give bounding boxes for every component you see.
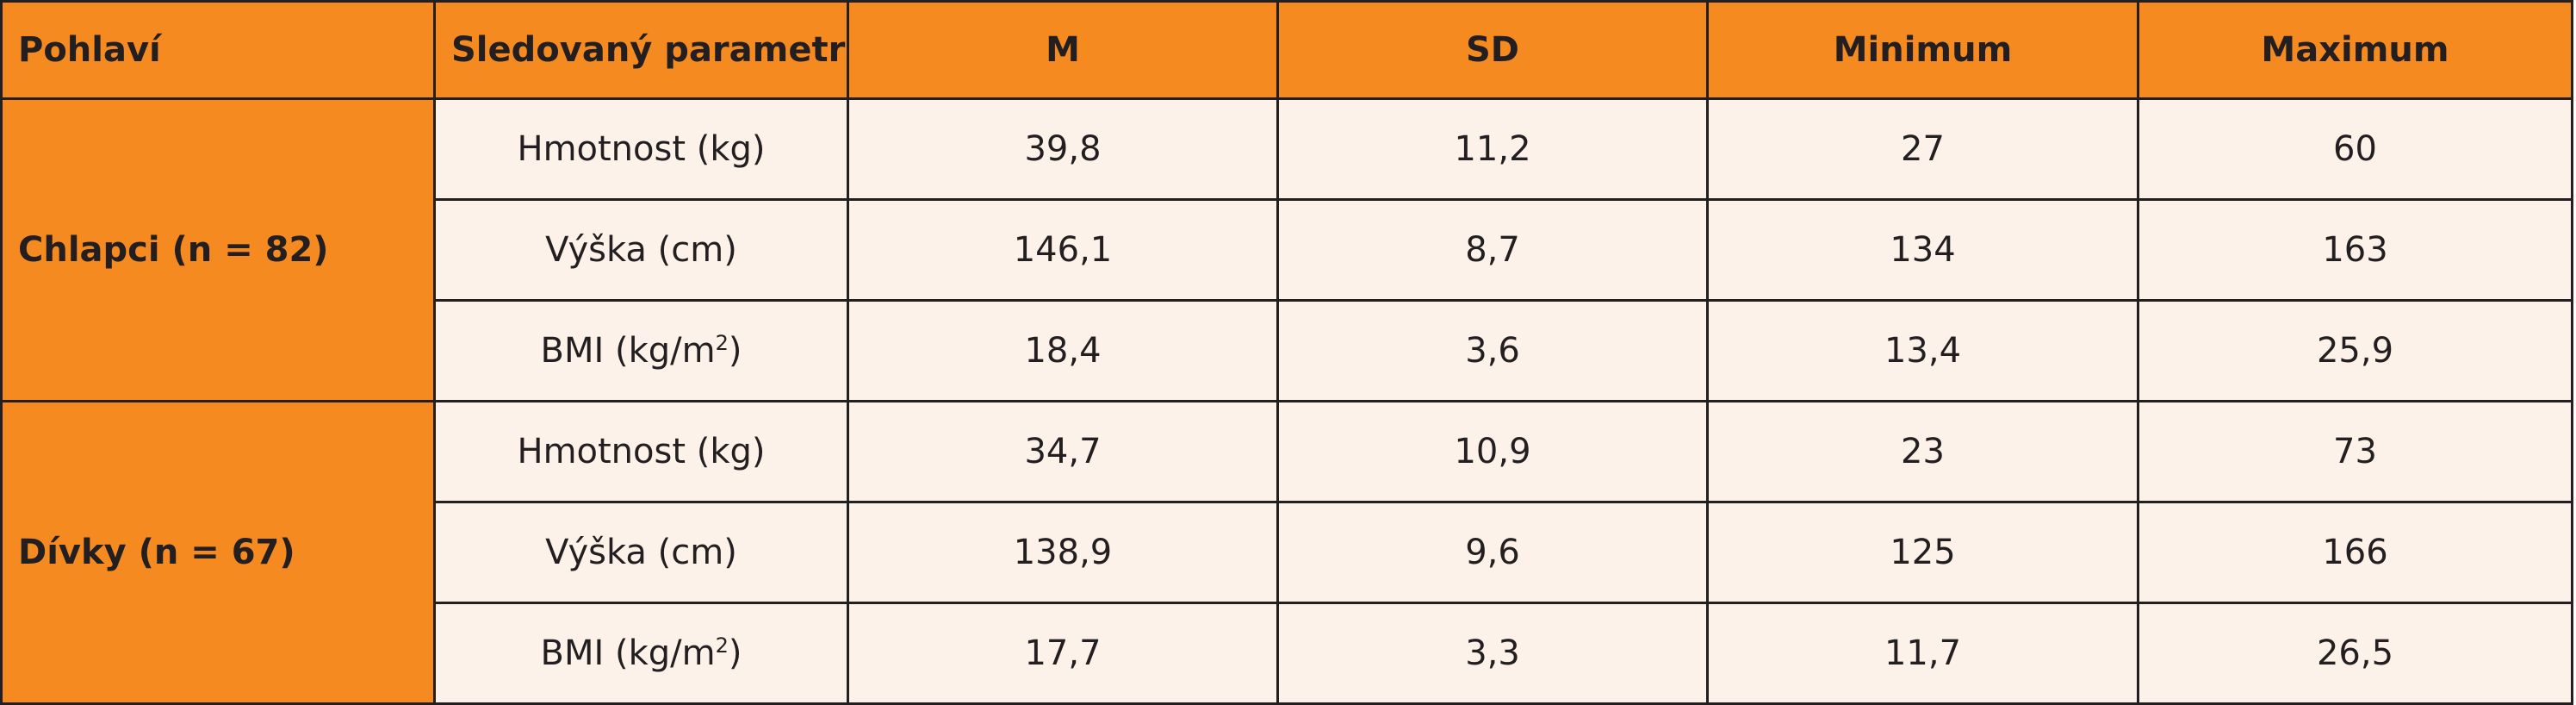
- parameter-cell: BMI (kg/m2): [433, 299, 849, 402]
- sd-cell: 3,6: [1276, 299, 1709, 402]
- header-gender: Pohlaví: [0, 0, 436, 100]
- parameter-cell: Hmotnost (kg): [433, 97, 849, 201]
- maximum-cell: 60: [2137, 97, 2573, 201]
- table-row: Chlapci (n = 82) Hmotnost (kg) 39,8 11,2…: [0, 97, 2573, 402]
- header-mean: M: [847, 0, 1279, 100]
- maximum-cell: 163: [2137, 198, 2573, 302]
- sd-cell: 3,3: [1276, 602, 1709, 705]
- sd-cell: 9,6: [1276, 501, 1709, 604]
- parameter-suffix: ): [728, 331, 742, 371]
- table-row: Výška (cm) 146,1 8,7 134 163: [2, 198, 2573, 302]
- header-sd: SD: [1276, 0, 1709, 100]
- group-label-girls: Dívky (n = 67): [0, 400, 436, 705]
- sd-cell: 10,9: [1276, 400, 1709, 503]
- minimum-cell: 23: [1706, 400, 2139, 503]
- parameter-text: BMI (kg/m: [540, 633, 716, 673]
- mean-cell: 18,4: [847, 299, 1279, 402]
- minimum-cell: 27: [1706, 97, 2139, 201]
- header-parameter: Sledovaný parametr: [433, 0, 849, 100]
- minimum-cell: 134: [1706, 198, 2139, 302]
- parameter-cell: BMI (kg/m2): [433, 602, 849, 705]
- table-row: Výška (cm) 138,9 9,6 125 166: [2, 501, 2573, 604]
- table-row: Dívky (n = 67) Hmotnost (kg) 34,7 10,9 2…: [0, 400, 2573, 705]
- minimum-cell: 11,7: [1706, 602, 2139, 705]
- mean-cell: 138,9: [847, 501, 1279, 604]
- minimum-cell: 13,4: [1706, 299, 2139, 402]
- header-maximum: Maximum: [2137, 0, 2573, 100]
- group-label-boys: Chlapci (n = 82): [0, 97, 436, 402]
- superscript: 2: [715, 633, 729, 658]
- parameter-cell: Výška (cm): [433, 501, 849, 604]
- sd-cell: 11,2: [1276, 97, 1709, 201]
- table-row: BMI (kg/m2) 18,4 3,6 13,4 25,9: [2, 299, 2573, 402]
- maximum-cell: 166: [2137, 501, 2573, 604]
- mean-cell: 34,7: [847, 400, 1279, 503]
- maximum-cell: 73: [2137, 400, 2573, 503]
- parameter-text: BMI (kg/m: [540, 331, 716, 371]
- header-minimum: Minimum: [1706, 0, 2139, 100]
- maximum-cell: 25,9: [2137, 299, 2573, 402]
- sd-cell: 8,7: [1276, 198, 1709, 302]
- parameter-cell: Hmotnost (kg): [433, 400, 849, 503]
- parameter-cell: Výška (cm): [433, 198, 849, 302]
- table-row: BMI (kg/m2) 17,7 3,3 11,7 26,5: [2, 602, 2573, 705]
- mean-cell: 17,7: [847, 602, 1279, 705]
- superscript: 2: [715, 331, 729, 355]
- parameter-suffix: ): [728, 633, 742, 673]
- mean-cell: 146,1: [847, 198, 1279, 302]
- minimum-cell: 125: [1706, 501, 2139, 604]
- header-row: Pohlaví Sledovaný parametr M SD Minimum …: [0, 0, 2573, 100]
- mean-cell: 39,8: [847, 97, 1279, 201]
- maximum-cell: 26,5: [2137, 602, 2573, 705]
